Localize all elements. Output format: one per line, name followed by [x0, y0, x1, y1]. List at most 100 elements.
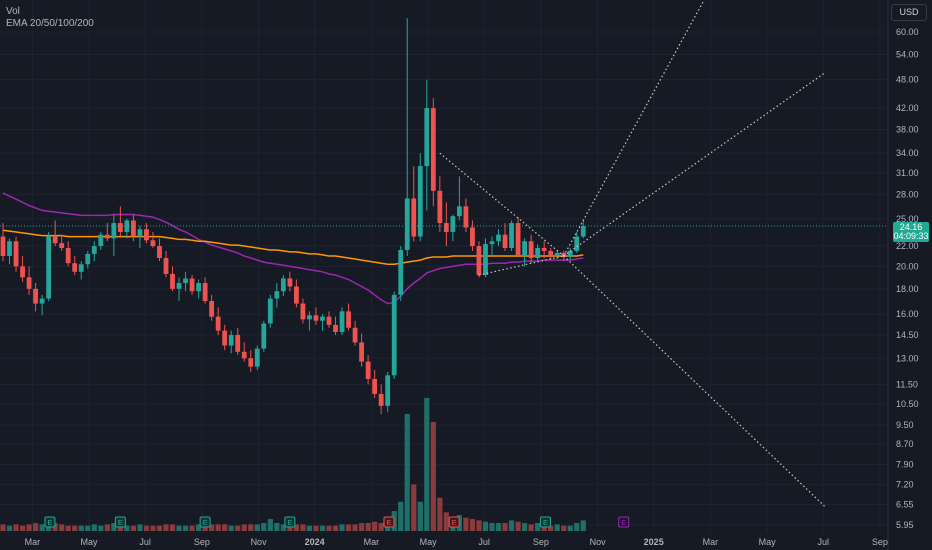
currency-button[interactable]: USD [891, 4, 927, 21]
volume-bar [241, 524, 247, 531]
volume-bar [143, 525, 150, 531]
candle-body [222, 330, 228, 346]
bar-countdown: 04:09:33 [893, 231, 929, 241]
earnings-marker[interactable]: E [284, 516, 296, 528]
candle-body [117, 223, 123, 232]
candle [320, 313, 325, 331]
volume-bar [13, 524, 19, 531]
candle-body [196, 283, 201, 292]
earnings-marker-box [539, 516, 551, 528]
volume-bar [228, 525, 234, 531]
volume-bar [215, 524, 221, 531]
candle [137, 225, 143, 248]
candle-body [104, 234, 110, 239]
volume-bar [443, 512, 449, 531]
volume-legend[interactable]: Vol [6, 6, 20, 17]
candle [300, 298, 306, 324]
candle-body [528, 241, 534, 259]
candle [509, 220, 514, 251]
volume-bar [580, 520, 586, 531]
ema-legend[interactable]: EMA 20/50/100/200 [6, 18, 94, 29]
volume-bar [469, 519, 476, 531]
earnings-marker-label: E [47, 518, 52, 527]
candle-body [509, 223, 514, 248]
candle [85, 250, 91, 269]
candle [33, 283, 38, 312]
candle [267, 294, 273, 328]
volume-bar [59, 524, 65, 531]
candle [104, 223, 110, 242]
volume-bar [437, 497, 443, 531]
candle-body [404, 198, 410, 250]
candle [209, 294, 215, 321]
candle [346, 303, 351, 331]
earnings-marker-box [199, 516, 211, 528]
candle-body [137, 229, 143, 237]
candle-body [567, 250, 573, 257]
volume-bar [365, 523, 371, 531]
time-tick-label: Mar [25, 537, 41, 547]
candle [202, 277, 208, 304]
earnings-marker[interactable]: E [114, 516, 126, 528]
candle-body [163, 258, 169, 274]
volume-bar [222, 524, 228, 531]
earnings-marker[interactable]: E [618, 516, 630, 528]
volume-bar [176, 525, 182, 531]
trendline[interactable] [563, 255, 825, 507]
candle [215, 307, 221, 335]
candle [254, 345, 260, 371]
candle-body [548, 250, 554, 256]
price-tick-label: 20.00 [896, 261, 919, 271]
earnings-marker[interactable]: E [199, 516, 211, 528]
candle-body [131, 220, 136, 237]
volume-bar [130, 525, 136, 531]
trendline[interactable] [563, 72, 825, 257]
time-axis[interactable]: Mar May Jul Sep Nov 2024 Mar May Jul Sep Nov 2025 Ma… [25, 537, 888, 547]
earnings-marker[interactable]: E [383, 516, 395, 528]
candle [65, 241, 71, 267]
candle-body [26, 277, 32, 289]
candle [385, 371, 391, 413]
volume-bar [319, 525, 326, 531]
time-tick-label: Jul [139, 537, 151, 547]
trendline[interactable] [439, 152, 565, 257]
candle-body [443, 223, 449, 232]
price-axis[interactable]: 60.00 54.00 48.00 42.00 38.00 34.00 31.00 28.00… [887, 0, 919, 550]
volume-bar [163, 524, 169, 531]
trendlines[interactable] [439, 0, 825, 507]
volume-bar [6, 525, 13, 531]
time-tick-label: 2025 [644, 537, 664, 547]
candle-body [326, 316, 332, 325]
earnings-marker[interactable]: E [539, 516, 551, 528]
candle [528, 234, 534, 264]
candle [378, 384, 384, 415]
candle-body [541, 247, 547, 251]
time-tick-label: May [81, 537, 99, 547]
candle [313, 307, 319, 325]
price-tick-label: 22.00 [896, 241, 919, 251]
trendline[interactable] [478, 255, 564, 276]
candle-body [307, 315, 312, 320]
volume-bar [404, 413, 410, 531]
candle-body [254, 348, 260, 367]
candle-body [313, 315, 319, 321]
volume-bar [528, 524, 534, 531]
candle [52, 220, 58, 247]
earnings-marker[interactable]: E [44, 516, 56, 528]
candle-body [385, 375, 391, 406]
volume-bar [156, 525, 163, 531]
earnings-marker-box [114, 516, 126, 528]
volume-bar [98, 525, 104, 531]
candle-body [391, 294, 397, 376]
candle [98, 231, 104, 250]
candle-body [574, 236, 580, 251]
candle-body [365, 361, 371, 379]
candle-body [502, 234, 508, 248]
candle-body [39, 298, 45, 304]
earnings-marker[interactable]: E [448, 516, 460, 528]
earnings-marker-box [383, 516, 395, 528]
candle-body [287, 278, 293, 287]
time-tick-label: Jul [817, 537, 829, 547]
